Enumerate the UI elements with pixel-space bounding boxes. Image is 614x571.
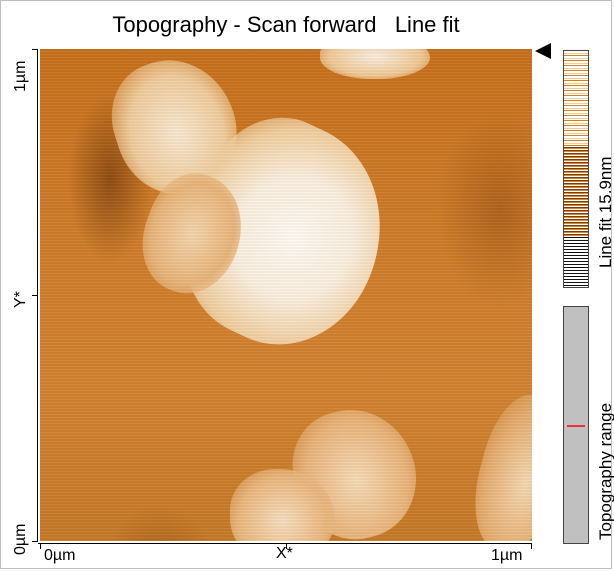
y-axis-label-mid: Y*: [12, 291, 29, 308]
range-marker[interactable]: [567, 425, 585, 427]
color-scale-mid-band: [564, 147, 588, 237]
x-axis-tick-left: [40, 543, 41, 549]
topography-image[interactable]: [40, 49, 532, 541]
y-axis-tick-mid: [32, 295, 38, 296]
x-axis-line: [38, 543, 532, 544]
color-scale-bar[interactable]: [563, 50, 589, 288]
image-title: Topography - Scan forward Line fit: [112, 12, 460, 37]
range-bar-label: Topography range: [596, 402, 614, 540]
x-axis-tick-mid: [286, 543, 287, 549]
scan-position-arrow-icon[interactable]: [535, 43, 551, 59]
y-axis-tick-bottom: [32, 541, 38, 542]
y-axis-tick-top: [32, 49, 38, 50]
color-scale-label: Line fit 15.9nm: [596, 156, 614, 268]
x-axis-label-right: 1µm: [491, 547, 523, 564]
x-axis-label-mid: X*: [276, 545, 293, 562]
scan-line-noise: [40, 49, 532, 541]
color-scale-dark-band: [564, 237, 588, 287]
x-axis-tick-right: [531, 543, 532, 549]
y-axis-label-top: 1µm: [12, 60, 29, 92]
y-axis-label-bottom: 0µm: [12, 523, 29, 555]
topography-range-bar[interactable]: [563, 306, 589, 544]
x-axis-label-left: 0µm: [44, 547, 76, 564]
